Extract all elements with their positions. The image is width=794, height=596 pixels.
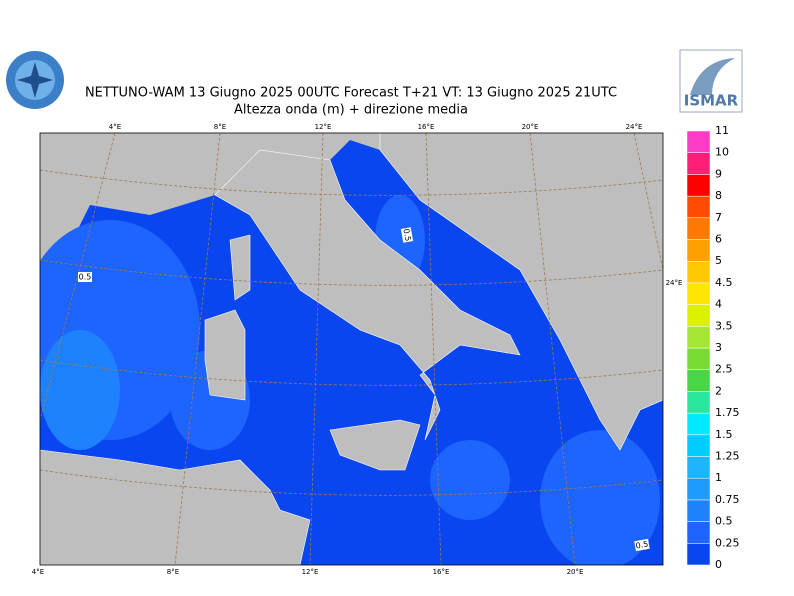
lon-label: 20°E	[567, 568, 584, 576]
land-sardinia	[204, 309, 246, 401]
logo-left	[6, 51, 64, 109]
map	[40, 133, 663, 565]
colorbar-label: 1.25	[715, 450, 740, 463]
colorbar-cell	[686, 543, 711, 566]
colorbar-cell	[686, 152, 711, 175]
lon-label: 24°E	[666, 279, 683, 287]
colorbar-cell	[686, 326, 711, 349]
colorbar-cell	[686, 391, 711, 414]
wave-area	[540, 430, 660, 565]
land-balkans	[379, 133, 663, 451]
colorbar-cell	[686, 434, 711, 457]
colorbar-label: 3.5	[715, 319, 733, 332]
colorbar-label: 1	[715, 471, 722, 484]
lon-label: 12°E	[302, 568, 319, 576]
colorbar-label: 5	[715, 254, 722, 267]
map-subtitle: Altezza onda (m) + direzione media	[234, 103, 468, 118]
contour-label-bg	[400, 227, 414, 243]
colorbar-cell	[686, 260, 711, 284]
colorbar-label: 4.5	[715, 276, 733, 289]
wave-area	[40, 330, 120, 450]
colorbar-label: 9	[715, 167, 722, 180]
colorbar-cell	[686, 456, 711, 479]
wave-area	[430, 440, 510, 520]
lon-label: 24°E	[626, 123, 643, 131]
contour-label: 0.5	[401, 228, 412, 242]
colorbar-cell	[686, 521, 711, 544]
lon-label: 16°E	[433, 568, 450, 576]
colorbar-label: 10	[715, 146, 729, 159]
colorbar-label: 1.5	[715, 428, 733, 441]
colorbar-label: 3	[715, 341, 722, 354]
land-italy	[214, 149, 521, 441]
colorbar-cell	[686, 369, 711, 392]
map-title: NETTUNO-WAM 13 Giugno 2025 00UTC Forecas…	[85, 86, 617, 101]
colorbar-cell	[686, 239, 711, 262]
lon-label: 8°E	[167, 568, 179, 576]
colorbar-label: 0.75	[715, 493, 740, 506]
colorbar-cell	[686, 304, 711, 327]
colorbar-label: 2.5	[715, 363, 733, 376]
colorbar-label: 7	[715, 211, 722, 224]
colorbar-cell	[686, 174, 711, 197]
colorbar-label: 0	[715, 558, 722, 571]
contour-label: 0.5	[79, 273, 92, 282]
lon-label: 4°E	[109, 123, 121, 131]
colorbar-label: 0.5	[715, 515, 733, 528]
colorbar-label: 8	[715, 189, 722, 202]
colorbar-cell	[686, 412, 711, 436]
colorbar-label: 4	[715, 298, 722, 311]
lon-label: 12°E	[315, 123, 332, 131]
colorbar-label: 2	[715, 384, 722, 397]
colorbar-label: 0.25	[715, 536, 740, 549]
land-corsica	[229, 234, 251, 301]
contour-label: 0.5	[635, 539, 649, 550]
sea	[40, 140, 663, 565]
colorbar-label: 11	[715, 124, 729, 137]
colorbar-cell	[686, 347, 711, 370]
contour-label-bg	[634, 538, 650, 552]
colorbar-label: 6	[715, 233, 722, 246]
lon-label: 8°E	[214, 123, 226, 131]
land-sicily	[329, 419, 421, 471]
map-frame	[39, 132, 664, 566]
lon-label: 20°E	[522, 123, 539, 131]
colorbar-cell	[686, 217, 711, 240]
lon-label: 4°E	[32, 568, 44, 576]
land-africa	[40, 449, 311, 565]
lon-label: 16°E	[418, 123, 435, 131]
colorbar-cell	[686, 282, 711, 305]
colorbar-cell	[686, 130, 711, 153]
colorbar-cell	[686, 499, 711, 522]
logo-text: ISMAR	[684, 92, 739, 110]
colorbar-cell	[686, 195, 711, 219]
contour-label-bg	[78, 272, 92, 282]
logo-right: ISMAR	[679, 49, 743, 113]
colorbar-cell	[686, 477, 711, 501]
colorbar-label: 1.75	[715, 406, 740, 419]
